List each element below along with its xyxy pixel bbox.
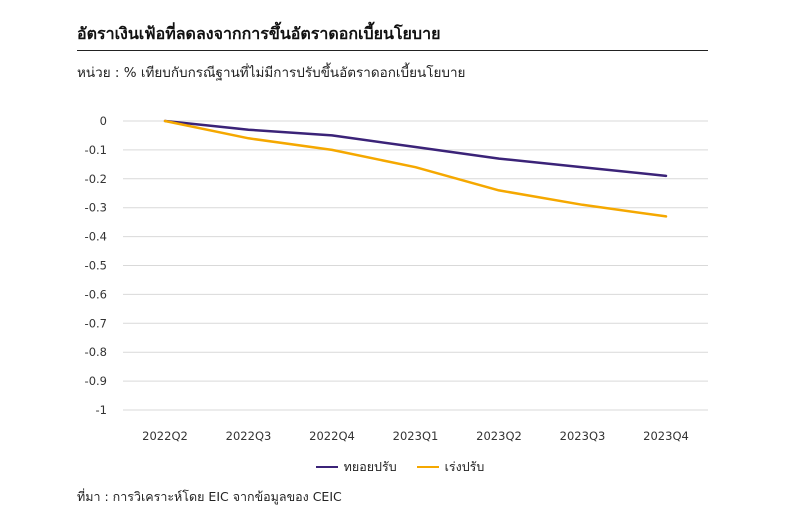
x-tick-label: 2023Q1 [393, 429, 439, 443]
y-tick-label: -0.1 [85, 143, 107, 157]
y-tick-label: -0.5 [85, 259, 107, 273]
chart-title: อัตราเงินเฟ้อที่ลดลงจากการขึ้นอัตราดอกเบ… [77, 24, 441, 43]
y-tick-label: -0.6 [85, 287, 107, 301]
legend-item-gradual: ทยอยปรับ [315, 457, 397, 477]
y-tick-label: -0.3 [85, 201, 107, 215]
y-tick-labels: 0 -0.1 -0.2 -0.3 -0.4 -0.5 -0.6 -0.7 -0.8 -0.9 -1 [85, 114, 107, 417]
y-tick-label: -1 [96, 403, 107, 417]
title-divider [77, 50, 708, 51]
legend-swatch-accelerated [416, 466, 439, 468]
grid-lines [123, 120, 708, 411]
x-tick-label: 2022Q3 [226, 429, 272, 443]
x-tick-label: 2023Q2 [476, 429, 522, 443]
x-tick-label: 2022Q4 [309, 429, 355, 443]
chart-subtitle: หน่วย : % เทียบกับกรณีฐานที่ไม่มีการปรับ… [77, 65, 466, 81]
legend-label-accelerated: เร่งปรับ [444, 459, 485, 474]
series-lines [163, 119, 668, 218]
x-tick-label: 2022Q2 [142, 429, 188, 443]
x-tick-label: 2023Q4 [643, 429, 689, 443]
x-tick-label: 2023Q3 [560, 429, 606, 443]
legend-label-gradual: ทยอยปรับ [343, 459, 397, 474]
legend-swatch-gradual [315, 466, 338, 468]
x-tick-labels: 2022Q2 2022Q3 2022Q4 2023Q1 2023Q2 2023Q3 2023… [142, 429, 689, 443]
legend-item-accelerated: เร่งปรับ [416, 457, 485, 477]
y-tick-label: -0.9 [85, 374, 107, 388]
y-tick-label: -0.8 [85, 345, 107, 359]
series-line-accelerated [163, 119, 668, 218]
y-tick-label: -0.7 [85, 316, 107, 330]
source-note: ที่มา : การวิเคราะห์โดย EIC จากข้อมูลของ… [77, 489, 342, 504]
y-tick-label: -0.2 [85, 172, 107, 186]
legend: ทยอยปรับ เร่งปรับ [0, 457, 800, 477]
y-tick-label: 0 [100, 114, 107, 128]
series-line-gradual [163, 119, 668, 178]
y-tick-label: -0.4 [85, 230, 107, 244]
